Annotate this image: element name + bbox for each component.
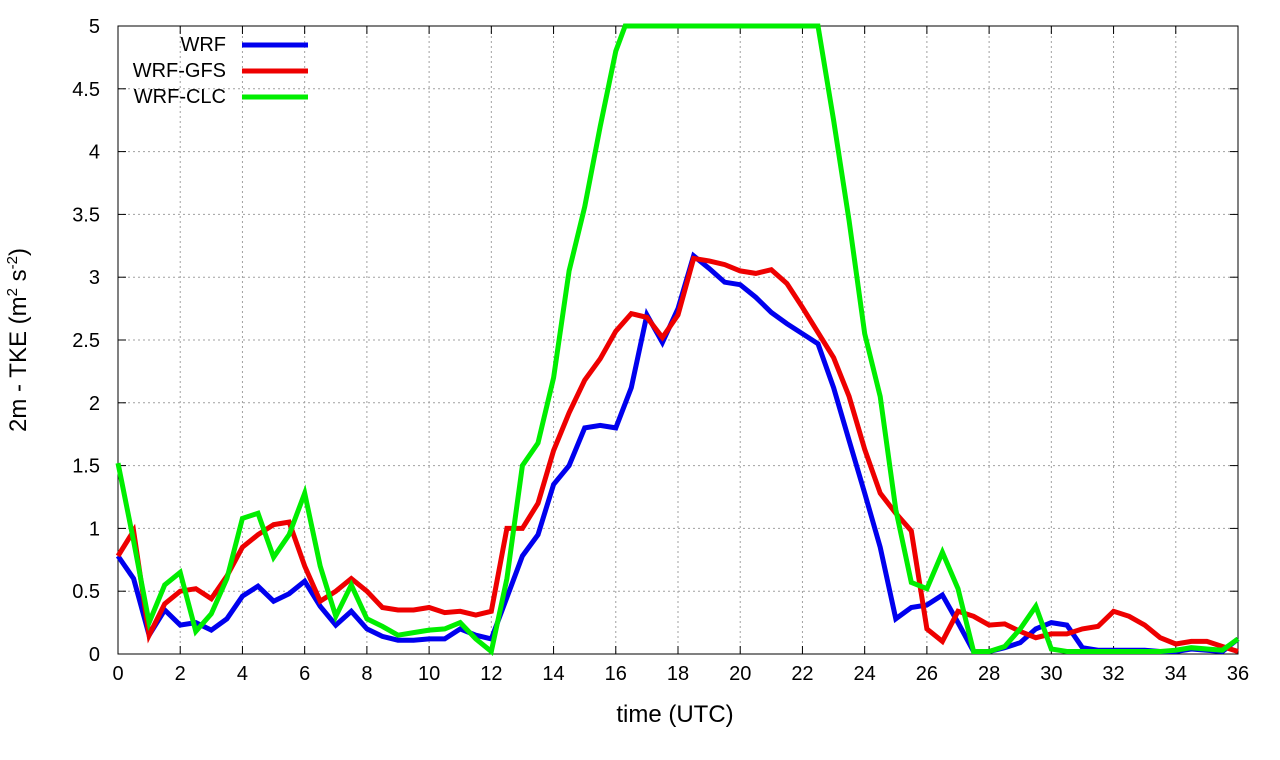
series-line-wrf-clc: [115, 23, 1240, 657]
x-tick-label: 36: [1227, 663, 1249, 685]
y-tick-label: 2.5: [72, 330, 100, 352]
x-tick-label: 30: [1040, 663, 1062, 685]
y-tick-label: 1.5: [72, 456, 100, 478]
x-tick-label: 28: [978, 663, 1000, 685]
x-tick-label: 20: [729, 663, 751, 685]
x-tick-label: 14: [542, 663, 564, 685]
x-tick-label: 2: [175, 663, 186, 685]
grid: [118, 26, 1238, 654]
x-tick-label: 8: [361, 663, 372, 685]
x-tick-label: 4: [237, 663, 248, 685]
legend: WRF WRF-GFS WRF-CLC: [133, 34, 308, 108]
x-tick-label: 32: [1102, 663, 1124, 685]
y-tick-label: 5: [89, 16, 100, 38]
x-tick-label: 0: [112, 663, 123, 685]
x-axis-label: time (UTC): [616, 701, 733, 728]
x-tick-label: 6: [299, 663, 310, 685]
series-layer: [115, 23, 1240, 657]
axis-ticks: 0 2 4 6 8 10 12 14 16 18 20 22 24 26 28 30 32 34 3600.511.…: [72, 16, 1249, 685]
x-tick-label: 22: [791, 663, 813, 685]
legend-label: WRF-CLC: [134, 86, 226, 108]
series-line-wrf-gfs: [115, 255, 1239, 654]
x-tick-label: 18: [667, 663, 689, 685]
y-tick-label: 4.5: [72, 79, 100, 101]
y-tick-label: 4: [89, 142, 100, 164]
x-tick-label: 10: [418, 663, 440, 685]
x-tick-label: 26: [916, 663, 938, 685]
y-tick-label: 0.5: [72, 581, 100, 603]
y-tick-label: 2: [89, 393, 100, 415]
legend-label: WRF-GFS: [133, 60, 226, 82]
x-tick-label: 34: [1165, 663, 1187, 685]
y-tick-label: 0: [89, 644, 100, 666]
x-tick-label: 16: [605, 663, 627, 685]
y-tick-label: 1: [89, 518, 100, 540]
legend-label: WRF: [180, 34, 226, 56]
y-axis-label: 2m - TKE (m2 s-2): [4, 248, 32, 432]
y-tick-label: 3: [89, 267, 100, 289]
x-tick-label: 24: [854, 663, 876, 685]
y-tick-label: 3.5: [72, 204, 100, 226]
x-tick-label: 12: [480, 663, 502, 685]
